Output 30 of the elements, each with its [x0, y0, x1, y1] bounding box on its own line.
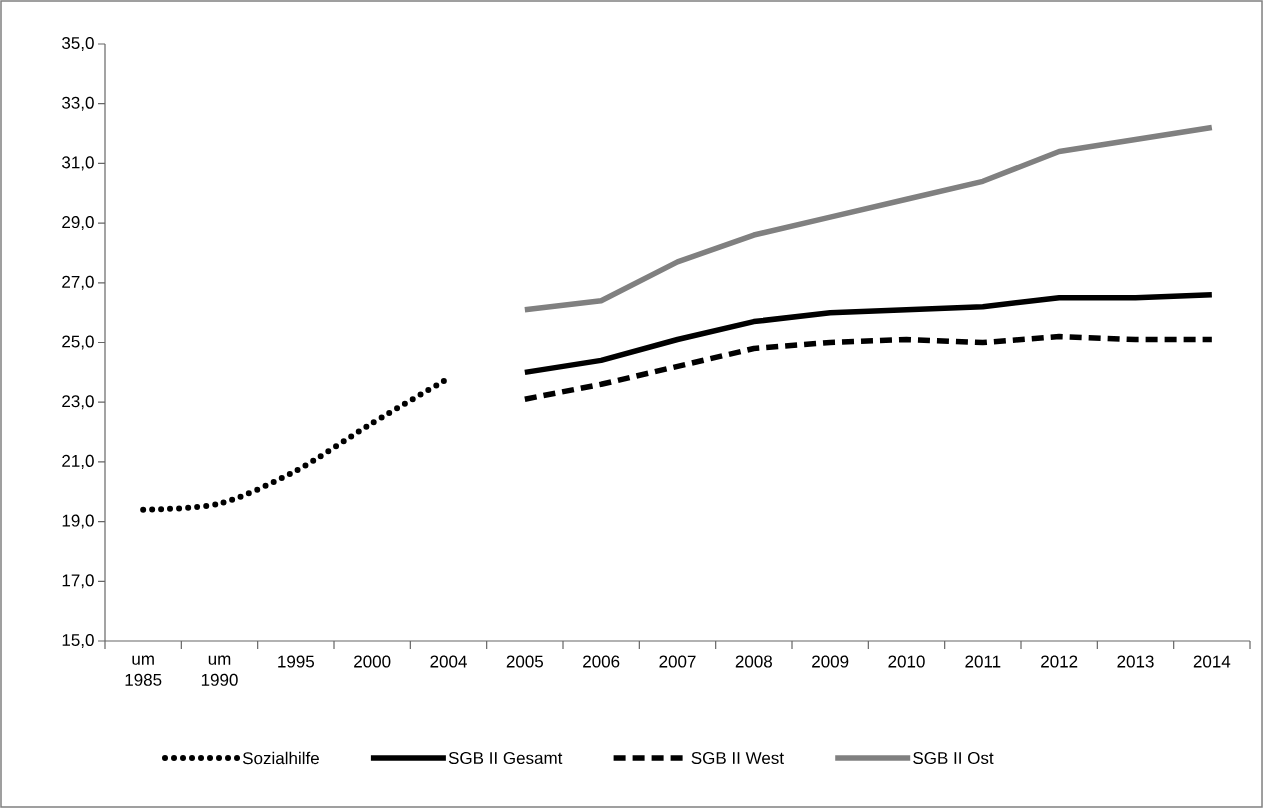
x-tick-label: 2007: [659, 655, 696, 668]
x-tick-label: 2006: [583, 655, 620, 668]
x-tick-label: 2000: [354, 655, 391, 668]
legend-label: SGB II West: [691, 751, 784, 765]
x-tick-label: 2008: [735, 655, 772, 668]
x-tick-label: um 1985: [125, 655, 162, 686]
y-tick-label: 17,0: [62, 574, 94, 589]
legend-label: SGB II Ost: [913, 751, 994, 765]
x-tick-label: 2014: [1193, 655, 1231, 668]
x-tick-label: 2013: [1117, 655, 1154, 668]
y-tick-label: 33,0: [62, 96, 94, 111]
y-tick-label: 19,0: [62, 514, 94, 529]
y-tick-label: 23,0: [62, 395, 94, 410]
y-tick-label: 27,0: [62, 275, 94, 290]
x-tick-label: 2011: [965, 655, 1001, 668]
x-tick-label: 2012: [1041, 655, 1078, 668]
x-tick-label: um 1990: [201, 655, 238, 686]
y-tick-label: 29,0: [62, 216, 94, 231]
y-tick-label: 25,0: [62, 335, 94, 350]
x-tick-label: 2010: [888, 655, 925, 668]
legend-label: Sozialhilfe: [242, 751, 319, 765]
y-tick-label: 31,0: [62, 156, 94, 171]
x-tick-label: 2004: [430, 655, 467, 668]
legend-label: SGB II Gesamt: [448, 751, 563, 765]
y-tick-label: 21,0: [62, 454, 94, 469]
x-tick-label: 1995: [278, 655, 315, 668]
x-tick-label: 2005: [506, 655, 544, 668]
y-tick-label: 35,0: [62, 36, 94, 52]
x-tick-label: 2009: [812, 655, 849, 668]
y-tick-label: 15,0: [62, 633, 94, 649]
